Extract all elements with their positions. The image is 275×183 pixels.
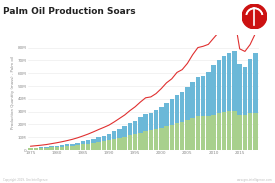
- Bar: [164, 102, 169, 126]
- Bar: [196, 77, 200, 117]
- Bar: [232, 111, 237, 150]
- Bar: [253, 113, 258, 150]
- Bar: [248, 59, 252, 113]
- Bar: [107, 140, 111, 150]
- Bar: [112, 139, 117, 150]
- Text: Palm Oil Production Soars: Palm Oil Production Soars: [3, 7, 135, 16]
- Bar: [248, 113, 252, 150]
- Bar: [39, 147, 43, 148]
- Bar: [34, 147, 38, 148]
- Text: www.gro-intelligence.com: www.gro-intelligence.com: [236, 178, 272, 182]
- Bar: [190, 118, 195, 150]
- Bar: [75, 143, 80, 145]
- Bar: [185, 120, 190, 150]
- Bar: [201, 117, 205, 150]
- Bar: [86, 140, 90, 143]
- Bar: [180, 122, 185, 150]
- Bar: [211, 115, 216, 150]
- Bar: [96, 142, 101, 150]
- Bar: [190, 82, 195, 118]
- Bar: [107, 134, 111, 140]
- Bar: [133, 121, 138, 134]
- Bar: [148, 113, 153, 130]
- Bar: [232, 51, 237, 111]
- Bar: [54, 147, 59, 150]
- Bar: [164, 126, 169, 150]
- Bar: [39, 148, 43, 150]
- Bar: [70, 144, 75, 146]
- Bar: [65, 146, 70, 150]
- Bar: [253, 53, 258, 113]
- Bar: [201, 76, 205, 117]
- Bar: [222, 56, 226, 112]
- Bar: [148, 130, 153, 150]
- Bar: [101, 141, 106, 150]
- Bar: [196, 117, 200, 150]
- Bar: [133, 134, 138, 150]
- Bar: [112, 131, 117, 139]
- Bar: [86, 143, 90, 150]
- Bar: [180, 92, 185, 122]
- Bar: [81, 141, 85, 144]
- Bar: [44, 148, 48, 150]
- Bar: [101, 136, 106, 141]
- Bar: [175, 95, 179, 123]
- Bar: [175, 123, 179, 150]
- Bar: [206, 72, 211, 116]
- Bar: [243, 67, 247, 115]
- Bar: [216, 60, 221, 113]
- Bar: [216, 113, 221, 150]
- Bar: [185, 87, 190, 120]
- Bar: [117, 138, 122, 150]
- Bar: [143, 114, 148, 131]
- Circle shape: [242, 4, 267, 29]
- Bar: [138, 133, 143, 150]
- Bar: [128, 135, 132, 150]
- Bar: [211, 65, 216, 115]
- Bar: [60, 147, 64, 150]
- Bar: [44, 147, 48, 148]
- Bar: [60, 145, 64, 147]
- Bar: [227, 53, 232, 111]
- Bar: [154, 128, 158, 150]
- Bar: [159, 107, 164, 128]
- Y-axis label: Production Quantity (mass) - Palm oil: Production Quantity (mass) - Palm oil: [10, 56, 15, 129]
- Bar: [91, 139, 96, 143]
- Bar: [122, 137, 127, 150]
- Bar: [243, 115, 247, 150]
- Bar: [128, 123, 132, 135]
- Bar: [169, 99, 174, 125]
- Bar: [49, 147, 54, 150]
- Bar: [222, 112, 226, 150]
- Bar: [49, 146, 54, 147]
- Bar: [28, 148, 33, 150]
- Bar: [122, 126, 127, 137]
- Bar: [238, 64, 242, 115]
- Bar: [34, 148, 38, 150]
- Bar: [169, 125, 174, 150]
- Bar: [206, 116, 211, 150]
- Bar: [227, 111, 232, 150]
- Bar: [238, 115, 242, 150]
- Bar: [81, 144, 85, 150]
- Bar: [159, 128, 164, 150]
- Text: Copyright 2019, Gro Intelligence: Copyright 2019, Gro Intelligence: [3, 178, 48, 182]
- Bar: [91, 143, 96, 150]
- Bar: [70, 146, 75, 150]
- Bar: [65, 144, 70, 146]
- Bar: [75, 145, 80, 150]
- Bar: [143, 131, 148, 150]
- Bar: [117, 129, 122, 138]
- Bar: [154, 110, 158, 128]
- Bar: [96, 137, 101, 142]
- Bar: [54, 146, 59, 147]
- Bar: [138, 117, 143, 133]
